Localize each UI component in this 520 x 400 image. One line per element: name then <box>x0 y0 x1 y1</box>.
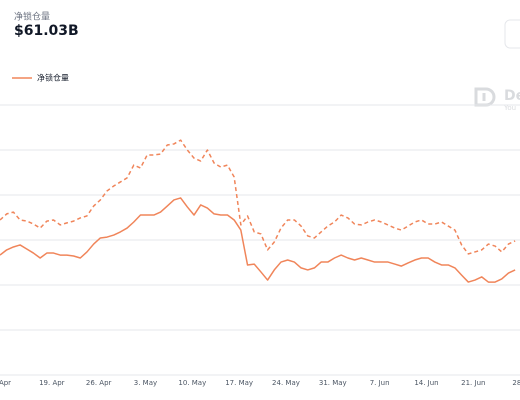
x-tick-label: 24. May <box>272 379 300 387</box>
series-line <box>0 197 516 283</box>
x-tick-label: 28. J <box>512 379 520 387</box>
button[interactable] <box>504 19 520 49</box>
x-tick-label: 31. May <box>319 379 347 387</box>
chart-value: $61.03B <box>14 23 79 39</box>
watermark: De You <box>474 87 520 112</box>
watermark-sub: You <box>503 104 516 112</box>
x-tick-label: 26. Apr <box>86 379 112 387</box>
x-tick-label: 14. Jun <box>414 379 438 387</box>
legend-label: 净锁仓量 <box>37 73 69 83</box>
watermark-text: De <box>504 88 520 104</box>
x-tick-label: 19. Apr <box>39 379 65 387</box>
x-tick-label: 17. May <box>225 379 253 387</box>
x-tick-label: 3. May <box>134 379 157 387</box>
watermark-logo <box>474 87 496 107</box>
x-tick-label: Apr <box>0 379 11 387</box>
series-line <box>0 139 516 255</box>
x-tick-label: 21. Jun <box>461 379 485 387</box>
chart-title: 净锁仓量 <box>14 11 50 23</box>
x-tick-label: 7. Jun <box>370 379 390 387</box>
x-tick-label: 10. May <box>178 379 206 387</box>
